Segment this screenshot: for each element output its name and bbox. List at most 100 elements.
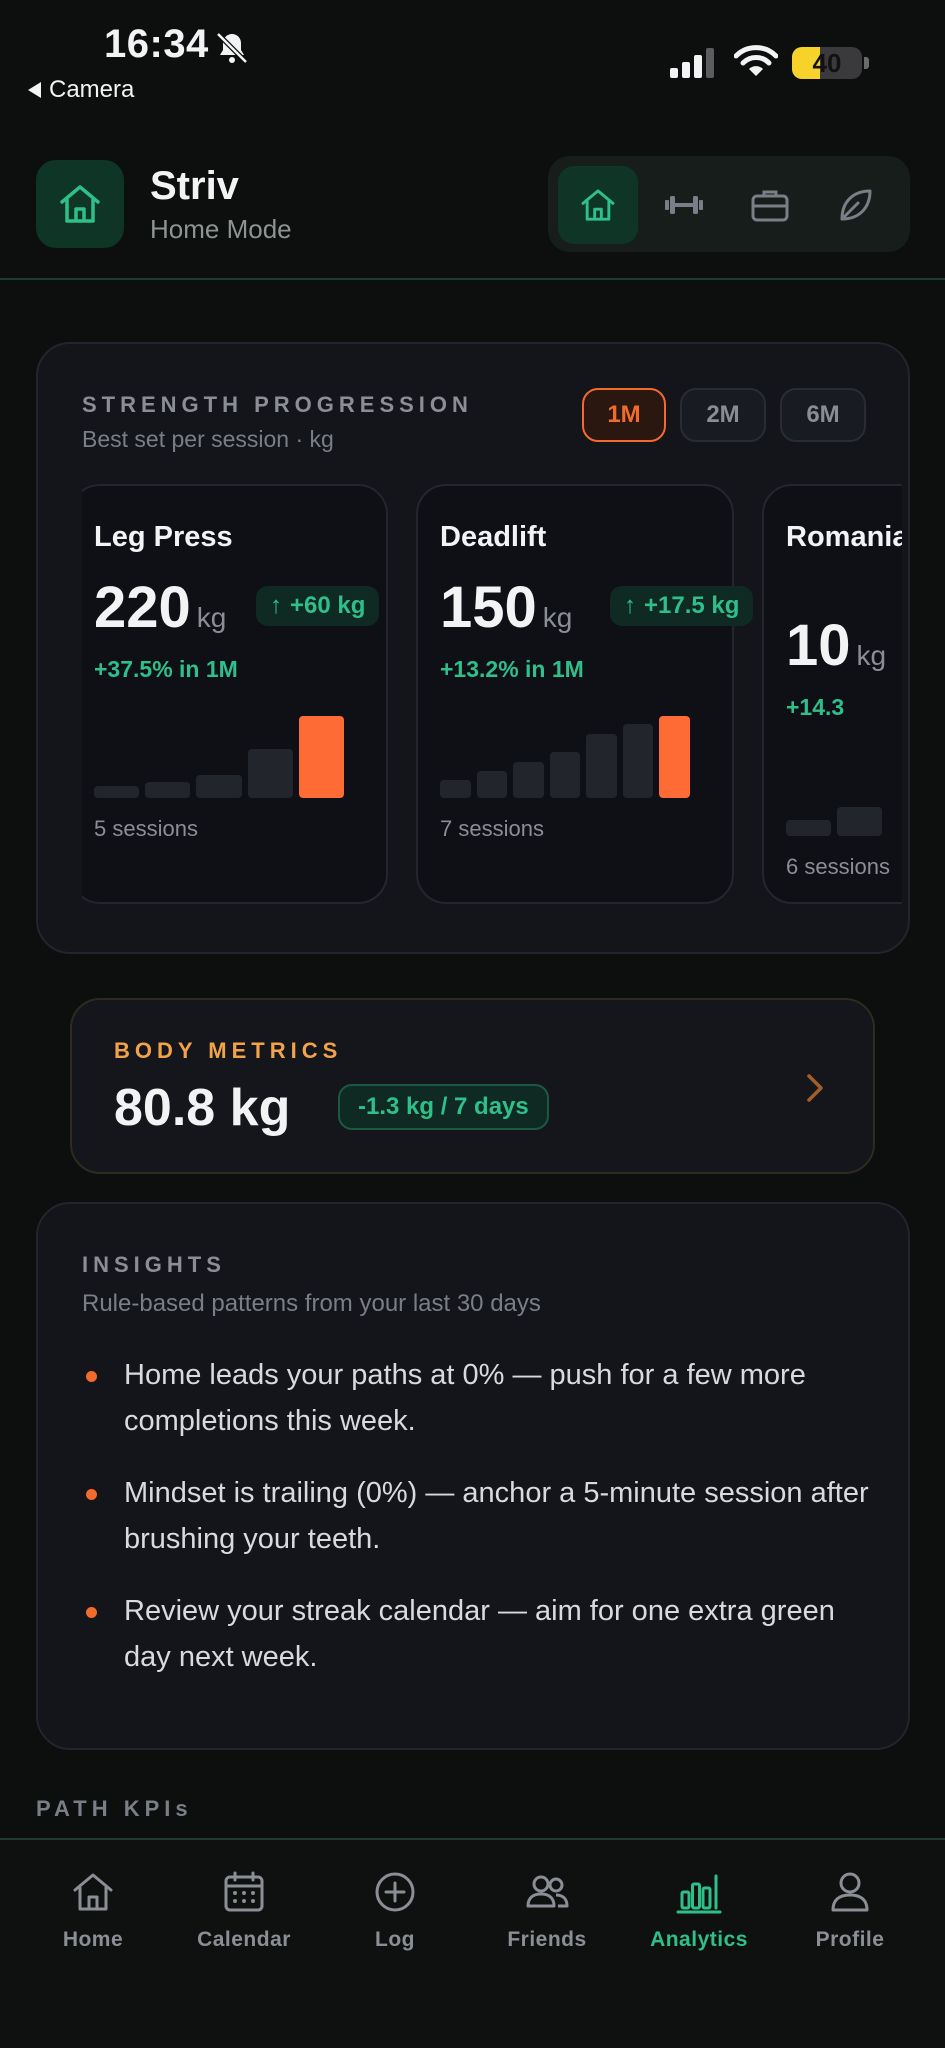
session-bar [145, 781, 191, 798]
session-bar [837, 807, 883, 836]
session-bar [549, 752, 581, 798]
battery-fill [792, 47, 820, 79]
home-icon [60, 185, 100, 223]
tab-friends[interactable]: Friends [472, 1868, 622, 1988]
exercise-card-leg-press[interactable]: Leg Press 220 kg ↑ +60 kg +37.5% in 1M 5 s… [82, 484, 388, 904]
range-1m-button[interactable]: 1M [582, 388, 666, 442]
body-weight-value: 80.8 kg [114, 1079, 291, 1137]
friends-icon [526, 1875, 569, 1908]
back-to-camera[interactable]: Camera [28, 76, 134, 104]
exercise-delta-badge: ↑ +17.5 kg [610, 586, 754, 626]
session-bar [247, 748, 293, 798]
strength-subtitle: Best set per session · kg [82, 426, 334, 452]
exercise-value: 220 kg [94, 575, 227, 640]
exercise-percent: +13.2% in 1M [440, 656, 584, 682]
body-weight-delta-badge: -1.3 kg / 7 days [338, 1084, 549, 1130]
insights-subtitle: Rule-based patterns from your last 30 da… [82, 1290, 541, 1317]
session-bar [196, 775, 242, 798]
insight-item: Review your streak calendar — aim for on… [82, 1588, 872, 1680]
strength-progression-card: STRENGTH PROGRESSION Best set per sessio… [36, 342, 910, 954]
tab-label: Analytics [650, 1928, 748, 1951]
chevron-right-icon [807, 1074, 823, 1102]
exercise-card-deadlift[interactable]: Deadlift 150 kg ↑ +17.5 kg +13.2% in 1M 7 … [416, 484, 754, 904]
plus-circle-icon [375, 1872, 415, 1912]
home-icon [581, 189, 615, 221]
status-bar: 16:34 Camera 40 [0, 0, 945, 110]
mode-mindset-button[interactable] [816, 166, 896, 244]
exercise-sessions: 6 sessions [786, 854, 890, 879]
session-bar [513, 761, 544, 798]
range-6m-button[interactable]: 6M [780, 388, 866, 442]
exercise-value: 150 kg [440, 575, 573, 640]
calendar-icon [224, 1871, 264, 1912]
tab-label: Profile [815, 1928, 885, 1951]
exercise-sparkbars [440, 716, 690, 798]
exercise-name: Deadlift [440, 521, 547, 553]
session-bar [94, 785, 140, 798]
tab-label: Home [62, 1928, 124, 1951]
dumbbell-icon [665, 196, 703, 214]
exercise-sparkbars [786, 754, 902, 836]
session-bar [440, 779, 471, 798]
tab-label: Friends [507, 1928, 587, 1951]
session-bar [786, 819, 832, 836]
profile-icon [831, 1872, 869, 1912]
insights-list: Home leads your paths at 0% — push for a… [82, 1352, 872, 1706]
exercise-sessions: 7 sessions [440, 816, 544, 841]
range-2m-button[interactable]: 2M [680, 388, 766, 442]
signal-icon [670, 48, 714, 78]
tab-profile[interactable]: Profile [775, 1868, 925, 1988]
exercise-value: 10 kg [786, 613, 887, 678]
app-name: Striv [150, 164, 239, 208]
exercise-percent: +37.5% in 1M [94, 656, 238, 682]
tab-label: Calendar [197, 1928, 291, 1951]
wifi-icon [734, 45, 778, 76]
battery-tip [864, 57, 869, 69]
app-logo [36, 160, 124, 248]
leaf-icon [840, 189, 872, 221]
bullet-dot [86, 1607, 97, 1618]
back-arrow-icon [28, 82, 41, 98]
back-label: Camera [49, 76, 135, 103]
status-time: 16:34 [104, 22, 209, 66]
body-metrics-title: BODY METRICS [114, 1038, 343, 1063]
exercise-name: Leg Press [94, 521, 233, 553]
app-mode-label: Home Mode [150, 214, 292, 244]
insight-item: Mindset is trailing (0%) — anchor a 5-mi… [82, 1470, 872, 1562]
session-bar [622, 724, 654, 798]
body-metrics-card[interactable]: BODY METRICS 80.8 kg -1.3 kg / 7 days [70, 998, 875, 1174]
path-kpis-heading: PATH KPIs [36, 1796, 193, 1821]
tab-label: Log [375, 1928, 415, 1951]
arrow-up-icon: ↑ [270, 592, 282, 619]
exercise-carousel[interactable]: Leg Press 220 kg ↑ +60 kg +37.5% in 1M 5 s… [82, 484, 902, 904]
mode-switcher [548, 156, 910, 252]
battery-percent: 40 [812, 48, 842, 78]
battery-indicator: 40 [792, 47, 862, 79]
session-bar [476, 770, 508, 798]
strength-title: STRENGTH PROGRESSION [82, 392, 473, 417]
tab-analytics[interactable]: Analytics [624, 1868, 774, 1988]
bell-muted-icon [216, 32, 248, 64]
tab-calendar[interactable]: Calendar [169, 1868, 319, 1988]
bullet-dot [86, 1371, 97, 1382]
insight-item: Home leads your paths at 0% — push for a… [82, 1352, 872, 1444]
mode-home-button[interactable] [558, 166, 638, 244]
exercise-delta-badge: ↑ +60 kg [256, 586, 380, 626]
exercise-percent: +14.3 [786, 694, 845, 720]
briefcase-icon [751, 190, 789, 222]
arrow-up-icon: ↑ [624, 592, 636, 619]
tab-home[interactable]: Home [18, 1868, 168, 1988]
insights-card: INSIGHTS Rule-based patterns from your l… [36, 1202, 910, 1750]
session-bar [659, 716, 690, 798]
session-bar [298, 716, 344, 798]
bottom-tab-bar: Home Calendar Log Friends [0, 1838, 945, 2048]
exercise-sparkbars [94, 716, 344, 798]
home-icon [73, 1873, 113, 1911]
bullet-dot [86, 1489, 97, 1500]
mode-gym-button[interactable] [644, 166, 724, 244]
bar-chart-icon [676, 1874, 722, 1914]
app-header: Striv Home Mode [0, 150, 945, 280]
tab-log[interactable]: Log [320, 1868, 470, 1988]
mode-work-button[interactable] [730, 166, 810, 244]
